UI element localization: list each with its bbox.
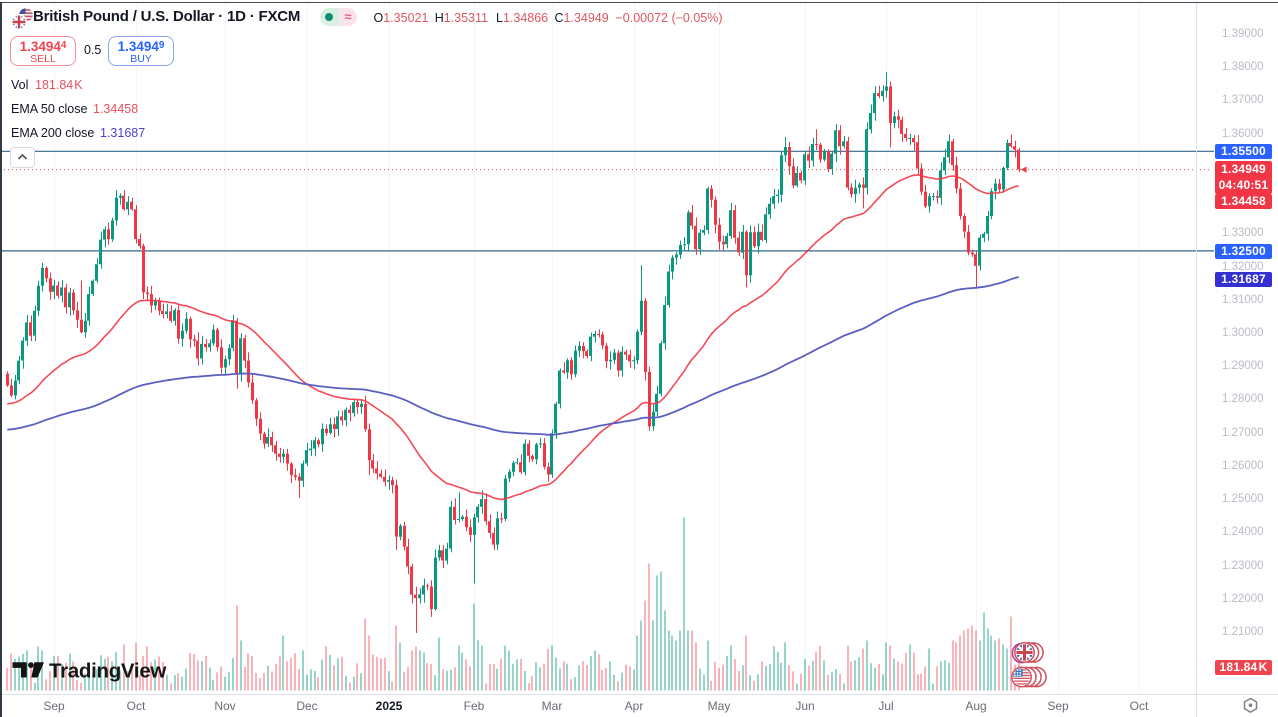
svg-text:TradingView: TradingView	[49, 660, 166, 683]
